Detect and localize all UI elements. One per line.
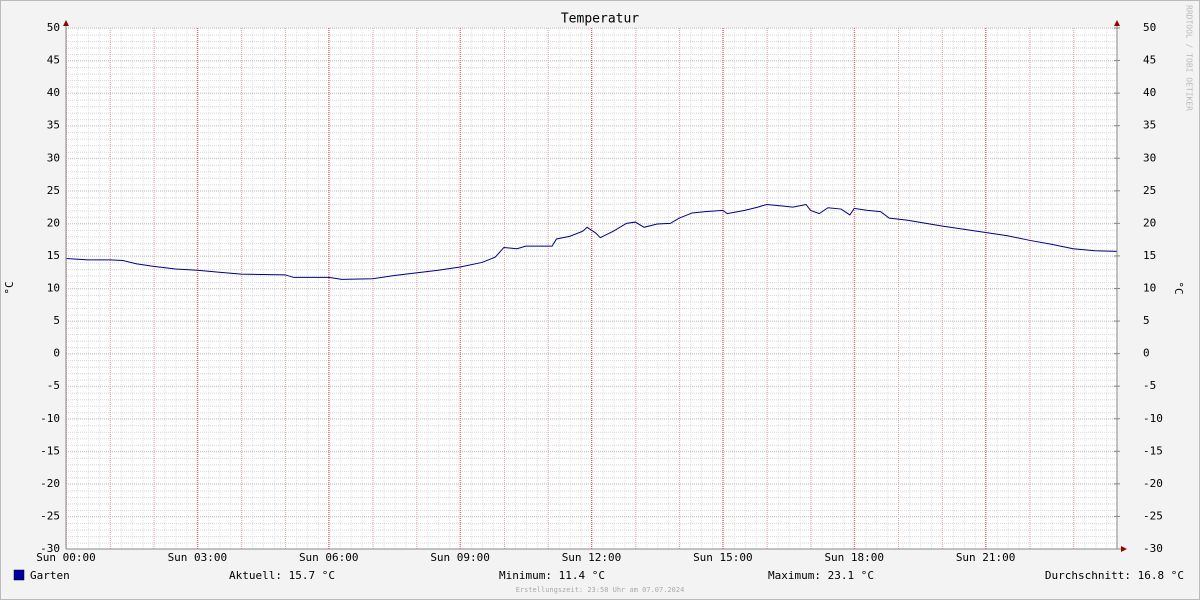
y-tick-label: 10 <box>47 282 60 295</box>
stat: Durchschnitt: 16.8 °C <box>1045 569 1184 582</box>
y2-tick-label: -25 <box>1143 509 1163 522</box>
x-tick-label: Sun 12:00 <box>562 551 622 564</box>
y2-tick-label: -5 <box>1143 379 1156 392</box>
x-tick-label: Sun 00:00 <box>36 551 96 564</box>
y-tick-label: 0 <box>53 347 60 360</box>
y-tick-label: -25 <box>40 509 60 522</box>
y-tick-label: -10 <box>40 412 60 425</box>
y-tick-label: 25 <box>47 184 60 197</box>
stat: Aktuell: 15.7 °C <box>229 569 335 582</box>
y-tick-label: 45 <box>47 54 60 67</box>
series-line <box>65 203 1118 280</box>
y2-tick-label: 20 <box>1143 216 1156 229</box>
y2-tick-label: -10 <box>1143 412 1163 425</box>
y2-tick-label: 15 <box>1143 249 1156 262</box>
y2-tick-label: -15 <box>1143 444 1163 457</box>
y-tick-label: 30 <box>47 151 60 164</box>
y-axis-label: °C <box>3 281 16 294</box>
y2-tick-label: -20 <box>1143 477 1163 490</box>
y-tick-label: -15 <box>40 444 60 457</box>
x-tick-label: Sun 15:00 <box>693 551 753 564</box>
y-tick-label: 40 <box>47 86 60 99</box>
x-tick-label: Sun 09:00 <box>430 551 490 564</box>
watermark: RRDTOOL / TOBI OETIKER <box>1185 5 1194 111</box>
y2-tick-label: 35 <box>1143 119 1156 132</box>
y2-tick-label: 30 <box>1143 151 1156 164</box>
y-tick-label: 20 <box>47 216 60 229</box>
y-tick-label: -20 <box>40 477 60 490</box>
footer: Erstellungszeit: 23:58 Uhr am 07.07.2024 <box>516 586 685 594</box>
y-tick-label: -5 <box>47 379 60 392</box>
y2-axis-label: °C <box>1172 281 1185 294</box>
x-tick-label: Sun 06:00 <box>299 551 359 564</box>
y-tick-label: 50 <box>47 21 60 34</box>
y2-tick-label: -30 <box>1143 542 1163 555</box>
y-tick-label: 5 <box>53 314 60 327</box>
legend-label: Garten <box>30 569 70 582</box>
y2-tick-label: 50 <box>1143 21 1156 34</box>
plot <box>65 203 1118 280</box>
legend-swatch <box>13 569 25 581</box>
y2-tick-label: 10 <box>1143 282 1156 295</box>
x-tick-label: Sun 18:00 <box>824 551 884 564</box>
y2-tick-label: 40 <box>1143 86 1156 99</box>
stat: Minimum: 11.4 °C <box>499 569 605 582</box>
stat: Maximum: 23.1 °C <box>768 569 874 582</box>
y2-tick-label: 45 <box>1143 54 1156 67</box>
chart-title: Temperatur <box>561 12 639 27</box>
y2-tick-label: 0 <box>1143 347 1150 360</box>
y-tick-label: -30 <box>40 542 60 555</box>
y2-tick-label: 25 <box>1143 184 1156 197</box>
x-tick-label: Sun 21:00 <box>956 551 1016 564</box>
y2-tick-label: 5 <box>1143 314 1150 327</box>
y-tick-label: 15 <box>47 249 60 262</box>
y-tick-label: 35 <box>47 119 60 132</box>
x-tick-label: Sun 03:00 <box>168 551 228 564</box>
